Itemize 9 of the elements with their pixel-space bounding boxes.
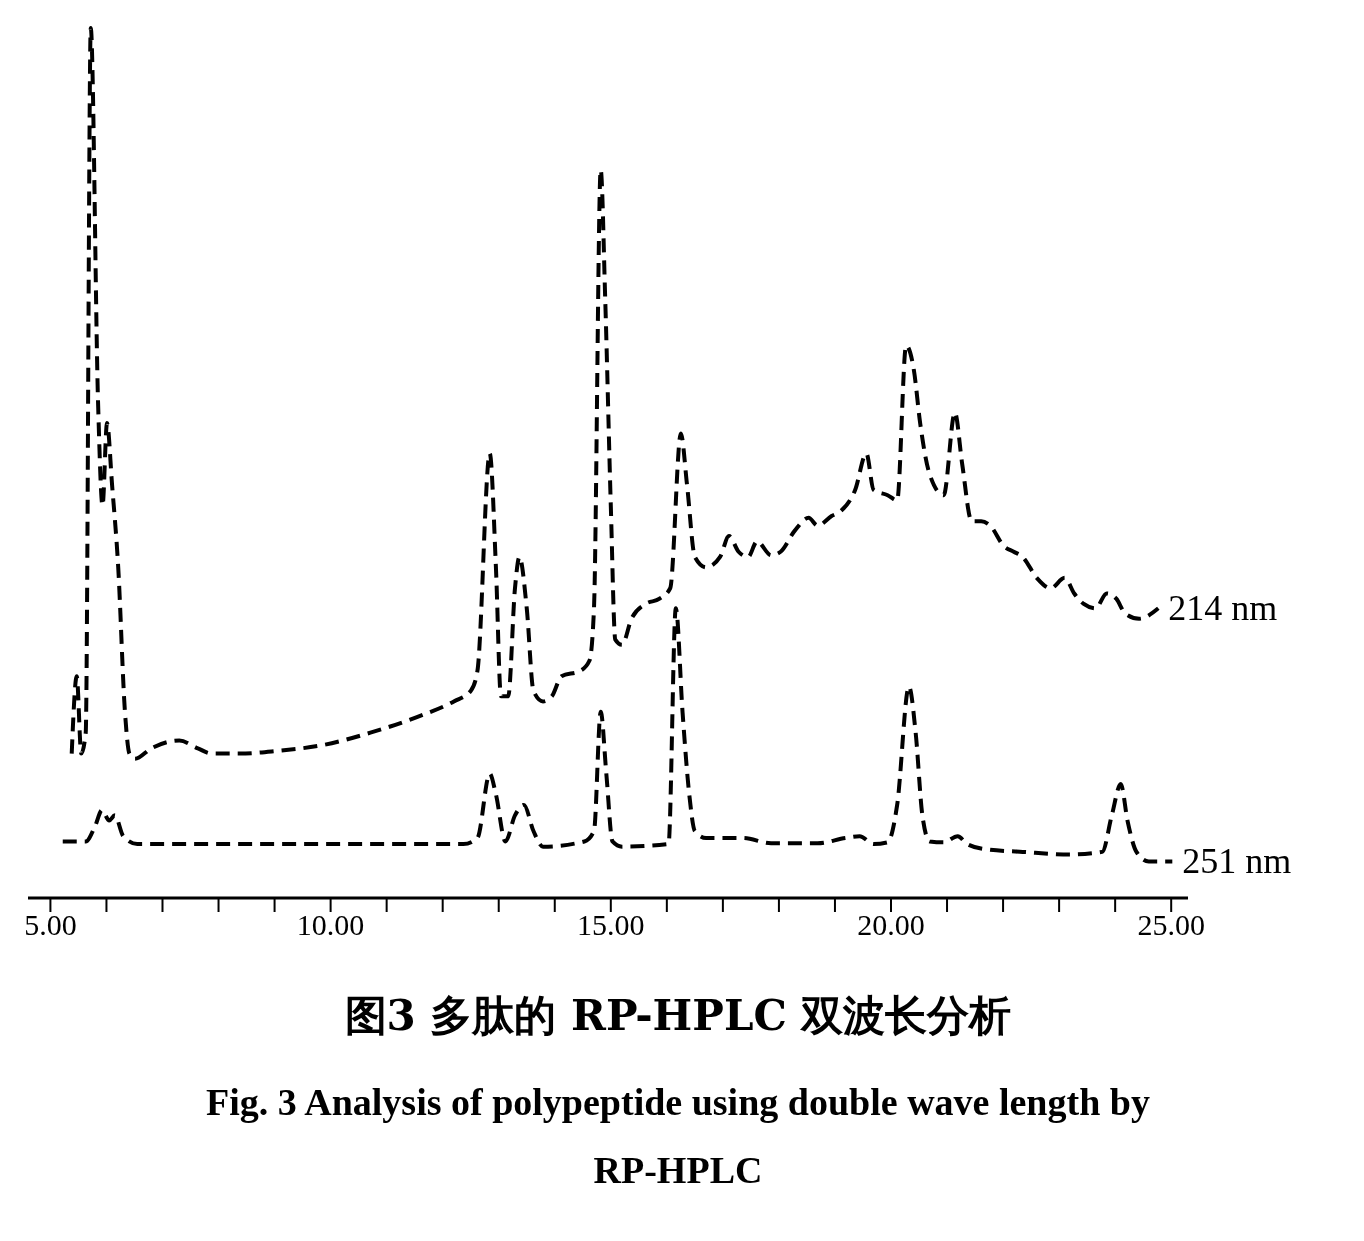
- x-tick-label: 5.00: [24, 908, 77, 942]
- series-label: 251 nm: [1182, 841, 1292, 882]
- x-tick-label: 20.00: [857, 908, 925, 942]
- x-tick-label: 10.00: [296, 908, 365, 942]
- x-tick-label: 25.00: [1137, 908, 1205, 942]
- series-label: 214 nm: [1168, 588, 1278, 629]
- text: 图3 多肽的 RP-HPLC 双波长分析: [343, 990, 1013, 1042]
- text: Fig. 3 Analysis of polypeptide using double wave length by RP-HPLC: [205, 1080, 1151, 1194]
- x-tick-label: 15.00: [577, 908, 645, 942]
